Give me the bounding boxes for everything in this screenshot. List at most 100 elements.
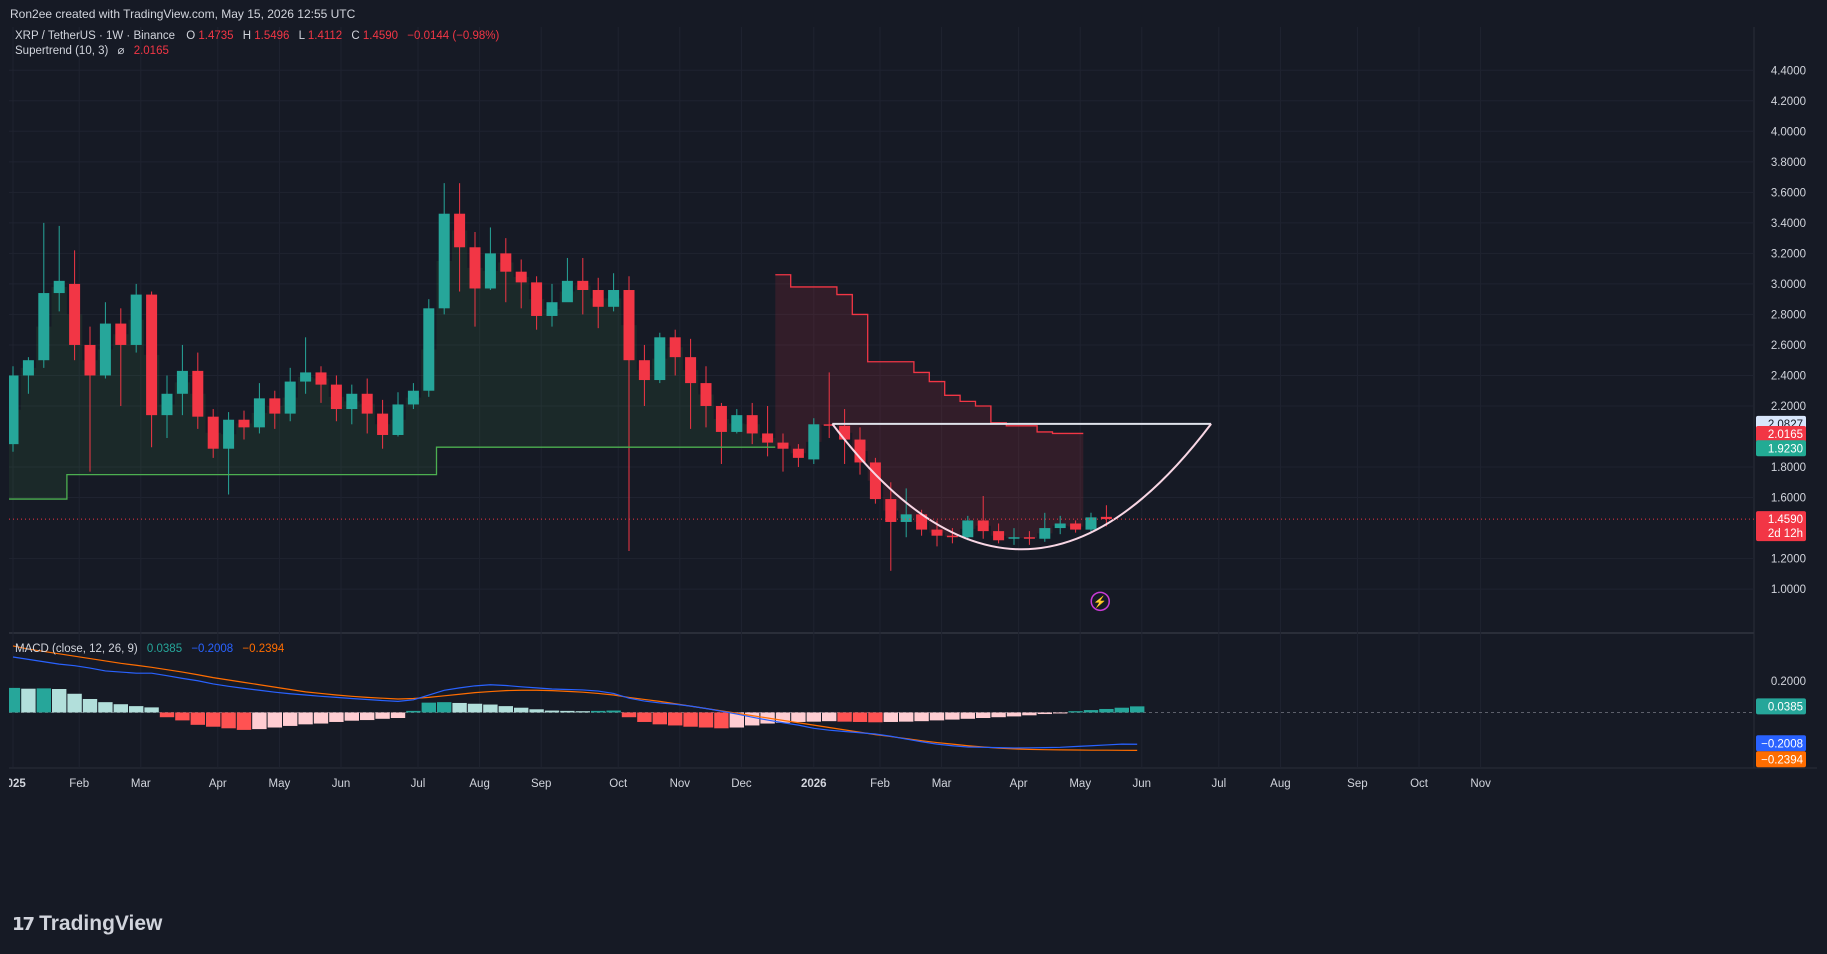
macd-legend[interactable]: MACD (close, 12, 26, 9) 0.0385 −0.2008 −… <box>15 643 285 655</box>
candle[interactable] <box>361 378 373 434</box>
candle[interactable] <box>454 183 466 292</box>
candle[interactable] <box>392 392 404 437</box>
rounding-bottom-drawing[interactable] <box>831 422 1212 551</box>
candle[interactable] <box>284 367 296 422</box>
candle[interactable] <box>854 427 866 475</box>
candle-body <box>561 280 573 303</box>
candle[interactable] <box>423 299 435 397</box>
candle[interactable] <box>715 402 727 464</box>
candle[interactable] <box>315 366 327 403</box>
candle[interactable] <box>685 338 697 429</box>
rounding-bottom-arc[interactable] <box>831 423 1212 551</box>
supertrend-hidden-icon[interactable]: ⌀ <box>118 45 125 57</box>
time-tick-label: Feb <box>870 778 890 790</box>
candle[interactable] <box>577 257 589 315</box>
price-badge: 1.9230 <box>1756 440 1806 457</box>
candle[interactable] <box>161 375 173 439</box>
candle[interactable] <box>253 383 265 434</box>
candle[interactable] <box>115 308 127 406</box>
candle[interactable] <box>731 409 743 434</box>
candle-body <box>900 514 912 522</box>
candle[interactable] <box>1023 531 1035 545</box>
candle[interactable] <box>546 283 558 327</box>
candle[interactable] <box>623 276 635 551</box>
candle[interactable] <box>69 250 81 361</box>
candle[interactable] <box>1100 505 1112 527</box>
candle[interactable] <box>993 523 1005 544</box>
alert-circle[interactable] <box>1090 591 1110 612</box>
signal-badge-text: −0.2394 <box>1761 754 1803 766</box>
candle[interactable] <box>869 457 881 504</box>
candle[interactable] <box>469 232 481 327</box>
candles-group[interactable] <box>9 183 1112 571</box>
supertrend-legend[interactable]: Supertrend (10, 3) ⌀ 2.0165 <box>15 45 169 57</box>
candle[interactable] <box>53 225 65 312</box>
candle[interactable] <box>130 283 142 353</box>
candle[interactable] <box>377 399 389 449</box>
candle[interactable] <box>1070 520 1082 533</box>
candle[interactable] <box>592 277 604 329</box>
candle[interactable] <box>1008 528 1020 545</box>
macd-pane[interactable] <box>9 645 1754 751</box>
candle[interactable] <box>1085 512 1097 533</box>
price-axis-labels[interactable]: 4.4000 4.2000 4.0000 3.8000 3.6000 3.4000 3.20… <box>1771 65 1806 596</box>
macd-axis-labels[interactable]: 0.2000 <box>1771 676 1806 688</box>
candle[interactable] <box>1054 515 1066 535</box>
price-tick-label: 1.8000 <box>1771 462 1806 474</box>
candle[interactable] <box>900 488 912 538</box>
supertrend-down-fill <box>775 274 1084 538</box>
macd-label[interactable]: MACD (close, 12, 26, 9) <box>15 643 138 655</box>
price-chart-svg[interactable]: ⚡ 4.4000 4.2000 4.0000 3.8000 3.6000 3.4000 3.… <box>0 27 1817 895</box>
chart-panel[interactable]: ⚡ 4.4000 4.2000 4.0000 3.8000 3.6000 3.4000 3.… <box>0 27 1817 895</box>
candle[interactable] <box>946 528 958 544</box>
price-badge-text: 1.9230 <box>1768 443 1803 455</box>
candle[interactable] <box>777 433 789 472</box>
time-axis-labels[interactable]: 2025 Feb Mar Apr May Jun Jul Aug Sep Oct Nov Dec 202… <box>0 778 1491 790</box>
candle[interactable] <box>561 257 573 303</box>
candle[interactable] <box>1039 512 1051 542</box>
candle[interactable] <box>746 402 758 445</box>
candle[interactable] <box>700 366 712 428</box>
candle[interactable] <box>407 383 419 410</box>
candle[interactable] <box>346 384 358 425</box>
candle[interactable] <box>238 410 250 440</box>
candle[interactable] <box>146 291 158 448</box>
macd-bar <box>960 712 975 719</box>
price-tick-label: 4.4000 <box>1771 65 1806 77</box>
candle[interactable] <box>99 302 111 379</box>
candle[interactable] <box>823 372 835 439</box>
candle[interactable] <box>762 405 774 457</box>
supertrend-label[interactable]: Supertrend (10, 3) <box>15 45 109 57</box>
candle[interactable] <box>808 418 820 464</box>
candle[interactable] <box>269 390 281 429</box>
candle[interactable] <box>962 515 974 541</box>
candle[interactable] <box>38 222 50 368</box>
candle[interactable] <box>484 227 496 291</box>
candle[interactable] <box>438 183 450 315</box>
candle[interactable] <box>839 409 851 464</box>
candle[interactable] <box>300 337 312 394</box>
candle[interactable] <box>885 482 897 571</box>
alert-marker[interactable]: ⚡ <box>1090 591 1110 612</box>
candle[interactable] <box>500 238 512 303</box>
candle[interactable] <box>608 273 620 312</box>
candle[interactable] <box>9 366 19 452</box>
candle[interactable] <box>223 412 235 495</box>
candle[interactable] <box>515 259 527 309</box>
candle[interactable] <box>792 444 804 468</box>
symbol-title[interactable]: XRP / TetherUS · 1W · Binance <box>15 30 175 42</box>
candle[interactable] <box>654 332 666 384</box>
candle[interactable] <box>638 344 650 406</box>
candle[interactable] <box>207 409 219 458</box>
candle[interactable] <box>977 496 989 539</box>
main-legend[interactable]: XRP / TetherUS · 1W · Binance O 1.4735 H… <box>15 30 500 42</box>
candle[interactable] <box>22 357 34 394</box>
candle[interactable] <box>669 329 681 376</box>
tradingview-logo[interactable]: 𝟭𝟳 TradingView <box>12 912 162 936</box>
time-tick-label: Oct <box>1410 778 1429 790</box>
candle[interactable] <box>176 344 188 416</box>
candle[interactable] <box>531 276 543 330</box>
candle[interactable] <box>84 326 96 472</box>
candle[interactable] <box>192 352 204 429</box>
candle[interactable] <box>330 375 342 422</box>
